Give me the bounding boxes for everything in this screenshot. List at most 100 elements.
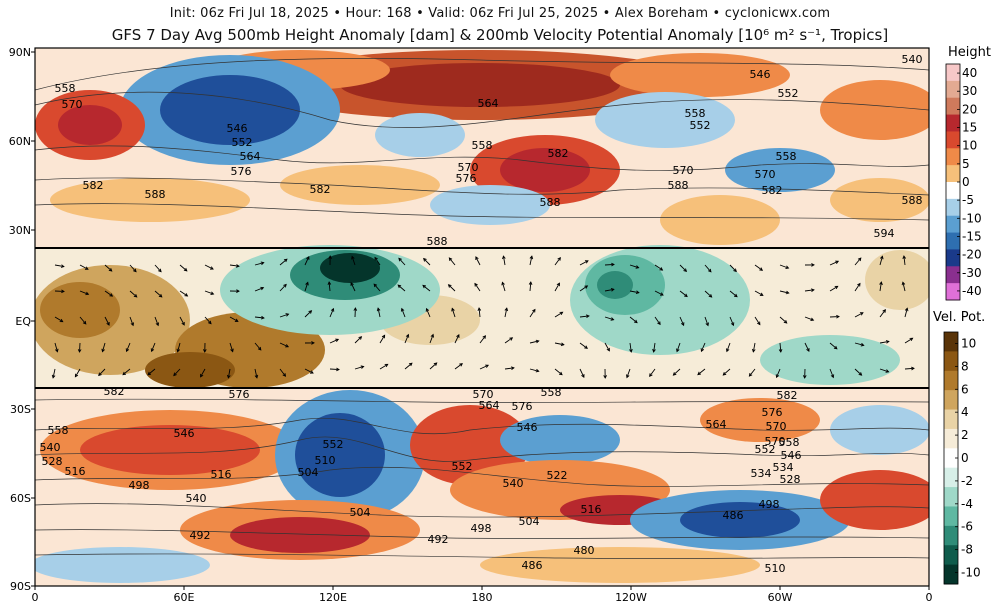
wind-vector-head <box>485 364 490 368</box>
wind-vector-head <box>155 322 160 327</box>
wind-vector-head <box>833 345 838 350</box>
wind-vector-head <box>474 282 478 287</box>
wind-vector <box>529 256 533 266</box>
colorbar-label: 10 <box>961 336 976 350</box>
wind-vector <box>129 264 137 273</box>
wind-vector-head <box>504 307 509 312</box>
wind-vector-head <box>122 371 127 376</box>
wind-vector <box>328 281 331 292</box>
wind-vector-head <box>672 372 677 376</box>
wind-vector-head <box>560 342 565 347</box>
wind-vector <box>104 316 110 326</box>
contour-label: 582 <box>310 183 331 196</box>
wind-vector-head <box>857 257 862 262</box>
wind-vector-head <box>54 348 59 353</box>
wind-vector <box>426 308 431 318</box>
wind-vector <box>373 283 381 292</box>
contour-label: 576 <box>229 388 250 401</box>
colorbar-segment <box>946 114 960 132</box>
colorbar-label: 4 <box>961 405 969 419</box>
colorbar-segment <box>944 448 958 469</box>
wind-vector-head <box>680 322 685 327</box>
wind-vector-head <box>860 342 865 347</box>
colorbar-segment <box>946 198 960 217</box>
wind-vector-head <box>210 291 215 295</box>
contour-label: 558 <box>55 82 76 95</box>
wind-vector <box>374 257 381 266</box>
wind-vector-head <box>84 266 89 270</box>
contour-label: 492 <box>190 529 211 542</box>
wind-vector-head <box>879 255 884 260</box>
wind-vector <box>379 363 388 370</box>
wind-vector-head <box>282 373 287 377</box>
contour-label: 576 <box>512 400 533 413</box>
wind-vector <box>779 342 782 353</box>
contour-label: 564 <box>479 399 500 412</box>
contour-label: 498 <box>471 522 492 535</box>
lat-label: 30N <box>9 224 31 237</box>
wind-vector <box>254 287 264 292</box>
wind-vector-head <box>397 284 402 289</box>
contour-label: 576 <box>231 165 252 178</box>
wind-vector <box>329 308 334 318</box>
contour-label: 558 <box>472 139 493 152</box>
wind-vector <box>726 342 731 352</box>
lon-label: 120W <box>615 591 647 604</box>
contour-label: 492 <box>428 533 449 546</box>
wind-vector-head <box>184 293 189 297</box>
contour-label: 558 <box>541 386 562 399</box>
wind-vector <box>879 368 889 373</box>
wind-vector <box>554 311 563 318</box>
colorbar-segment <box>944 428 958 449</box>
wind-vector <box>779 264 789 269</box>
wind-vector <box>179 290 188 297</box>
wind-vector <box>854 257 862 266</box>
contour-label: 582 <box>548 147 569 160</box>
wind-vector <box>397 284 406 292</box>
wind-vector-head <box>559 311 564 316</box>
height-contours <box>35 57 929 559</box>
wind-vector <box>704 290 712 298</box>
wind-vector-head <box>61 289 65 294</box>
contour-label: 504 <box>519 515 540 528</box>
wind-vector <box>173 368 181 376</box>
contour-label: 504 <box>298 466 319 479</box>
wind-vector <box>279 368 286 377</box>
wind-vector-head <box>725 348 730 353</box>
wind-vector <box>129 316 134 326</box>
wind-vector <box>398 258 406 266</box>
wind-vector-head <box>911 366 915 371</box>
contour-label: 558 <box>685 107 706 120</box>
anomaly-shading <box>35 48 929 586</box>
wind-vector <box>329 368 340 371</box>
wind-vector-head <box>60 264 65 268</box>
wind-vector-head <box>659 267 664 271</box>
colorbar-segment <box>946 131 960 149</box>
colorbar-label: -10 <box>961 566 981 580</box>
contour-label: 570 <box>765 435 786 448</box>
wind-vector <box>154 264 162 272</box>
wind-vector <box>554 257 561 266</box>
contour-label: 552 <box>232 136 253 149</box>
wind-vector <box>501 282 506 292</box>
wind-vector-head <box>657 321 661 326</box>
wind-vector <box>129 290 138 298</box>
wind-vector <box>429 334 434 344</box>
lat-label: 90N <box>9 46 31 59</box>
colorbar-segment <box>944 525 958 546</box>
colorbar-segment <box>946 249 960 267</box>
wind-vector-head <box>283 283 287 288</box>
wind-vector <box>579 260 589 266</box>
lat-label: 60S <box>10 492 31 505</box>
wind-vector-head <box>335 338 340 342</box>
wind-vector <box>379 335 386 344</box>
contour-label: 558 <box>779 436 800 449</box>
wind-vector-head <box>305 281 309 286</box>
wind-vector <box>629 342 632 352</box>
wind-vector <box>879 256 883 266</box>
contour-label: 588 <box>540 196 561 209</box>
header-title: GFS 7 Day Avg 500mb Height Anomaly [dam]… <box>111 26 889 44</box>
wind-vector-head <box>133 293 138 298</box>
wind-vector <box>604 342 610 352</box>
wind-vector-head <box>806 348 810 352</box>
